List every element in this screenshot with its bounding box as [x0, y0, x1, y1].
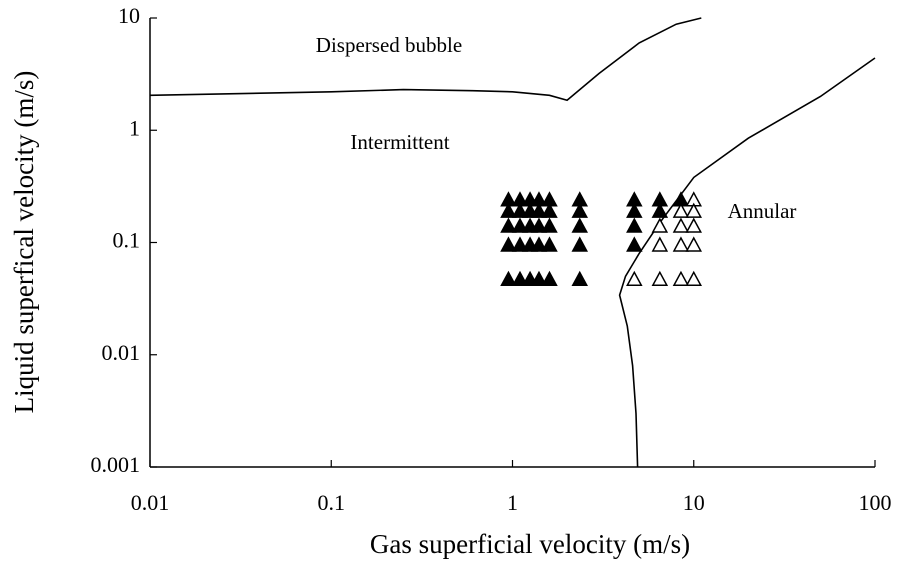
- y-tick-label: 0.1: [113, 228, 141, 253]
- x-axis-title: Gas superficial velocity (m/s): [370, 529, 690, 559]
- data-point: [685, 270, 703, 287]
- y-axis-title: Liquid superfical velocity (m/s): [9, 71, 39, 414]
- data-point: [541, 270, 558, 287]
- region-label: Intermittent: [350, 130, 449, 154]
- data-point: [541, 217, 558, 233]
- data-point: [626, 202, 643, 218]
- data-point: [685, 202, 703, 218]
- data-point: [511, 202, 529, 218]
- data-point: [500, 236, 517, 252]
- data-point: [571, 270, 589, 287]
- data-point: [511, 236, 529, 252]
- y-tick-label: 10: [118, 3, 140, 28]
- data-point: [541, 236, 558, 252]
- data-point: [651, 270, 669, 287]
- data-point: [626, 217, 643, 233]
- data-point: [672, 217, 690, 233]
- x-tick-label: 0.01: [131, 490, 170, 515]
- data-point: [571, 236, 589, 252]
- data-point: [530, 236, 548, 252]
- region-label: Dispersed bubble: [316, 33, 462, 57]
- x-tick-label: 0.1: [318, 490, 346, 515]
- data-point: [530, 202, 548, 218]
- data-point: [672, 236, 690, 252]
- region-label: Annular: [728, 199, 797, 223]
- x-tick-label: 1: [507, 490, 518, 515]
- x-tick-label: 10: [683, 490, 705, 515]
- data-point: [500, 270, 517, 287]
- data-point: [651, 217, 669, 233]
- data-point: [571, 217, 589, 233]
- data-point: [500, 202, 517, 218]
- boundary-line: [149, 17, 702, 102]
- data-point: [530, 217, 548, 233]
- y-tick-label: 0.001: [91, 452, 141, 477]
- data-point: [626, 270, 643, 287]
- data-point: [511, 217, 529, 233]
- data-point: [651, 202, 669, 218]
- data-point: [530, 270, 548, 287]
- data-point: [651, 236, 669, 252]
- data-point: [571, 202, 589, 218]
- data-point: [685, 236, 703, 252]
- data-point: [672, 270, 690, 287]
- data-point: [500, 217, 517, 233]
- x-tick-label: 100: [859, 490, 892, 515]
- y-tick-label: 1: [129, 115, 140, 140]
- data-point: [672, 202, 690, 218]
- data-point: [541, 202, 558, 218]
- data-point: [626, 236, 643, 252]
- boundary-line: [618, 57, 876, 468]
- data-point: [685, 217, 703, 233]
- y-tick-label: 0.01: [102, 340, 141, 365]
- data-point: [511, 270, 529, 287]
